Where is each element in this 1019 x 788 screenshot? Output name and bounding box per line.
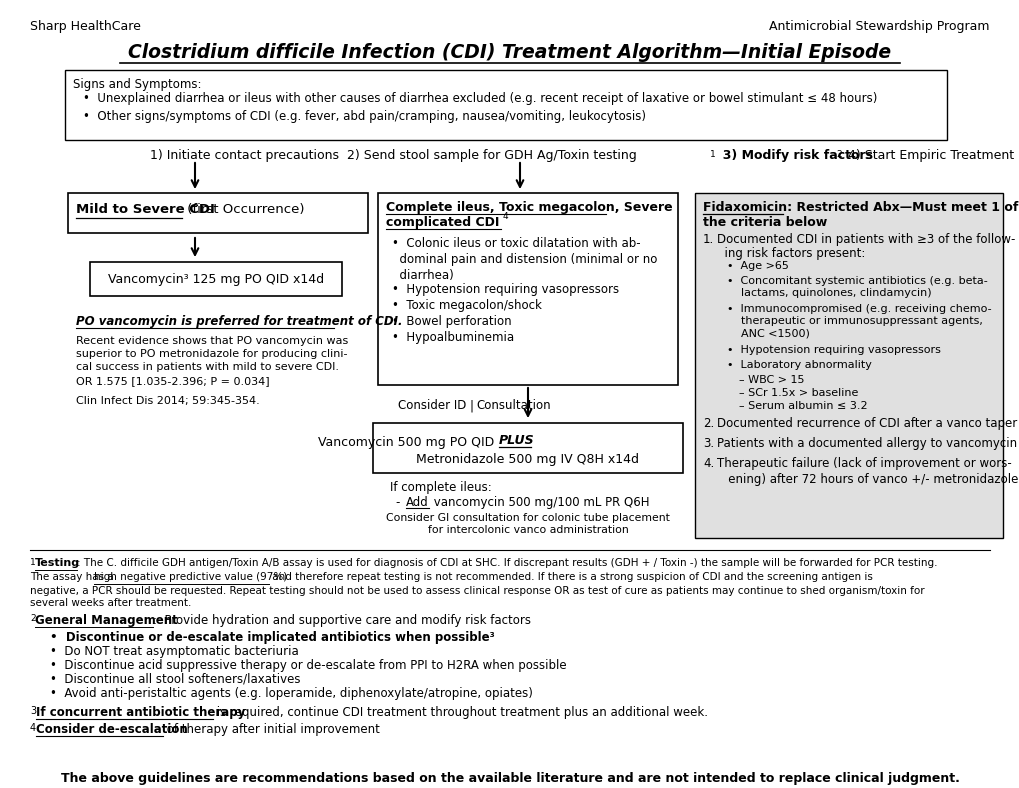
Text: negative, a PCR should be requested. Repeat testing should not be used to assess: negative, a PCR should be requested. Rep…: [30, 586, 923, 596]
Text: If concurrent antibiotic therapy: If concurrent antibiotic therapy: [36, 706, 245, 719]
Text: 1: 1: [30, 558, 36, 567]
Text: Mild to Severe CDI: Mild to Severe CDI: [76, 203, 215, 216]
Text: the criteria below: the criteria below: [702, 216, 826, 229]
Text: If complete ileus:: If complete ileus:: [389, 481, 491, 494]
Text: •  Toxic megacolon/shock: • Toxic megacolon/shock: [391, 299, 541, 312]
Text: :  Provide hydration and supportive care and modify risk factors: : Provide hydration and supportive care …: [153, 614, 531, 627]
Text: of therapy after initial improvement: of therapy after initial improvement: [163, 723, 379, 736]
Text: 2: 2: [836, 150, 841, 159]
Text: Consultation: Consultation: [476, 399, 550, 412]
Text: Consider GI consultation for colonic tube placement: Consider GI consultation for colonic tub…: [385, 513, 669, 523]
Text: Testing: Testing: [35, 558, 81, 568]
Text: Patients with a documented allergy to vancomycin: Patients with a documented allergy to va…: [716, 437, 1016, 450]
Text: 2.: 2.: [702, 417, 713, 430]
Text: – WBC > 15: – WBC > 15: [739, 375, 804, 385]
Text: – SCr 1.5x > baseline: – SCr 1.5x > baseline: [739, 388, 858, 398]
Text: General Management: General Management: [35, 614, 177, 627]
Text: •  Immunocompromised (e.g. receiving chemo-
    therapeutic or immunosuppressant: • Immunocompromised (e.g. receiving chem…: [727, 304, 990, 339]
Text: •  Discontinue or de-escalate implicated antibiotics when possible³: • Discontinue or de-escalate implicated …: [50, 631, 494, 644]
Text: ing risk factors present:: ing risk factors present:: [716, 247, 864, 260]
Text: Antimicrobial Stewardship Program: Antimicrobial Stewardship Program: [768, 20, 989, 33]
Text: •  Concomitant systemic antibiotics (e.g. beta-
    lactams, quinolones, clindam: • Concomitant systemic antibiotics (e.g.…: [727, 276, 986, 299]
Text: •  Unexplained diarrhea or ileus with other causes of diarrhea excluded (e.g. re: • Unexplained diarrhea or ileus with oth…: [83, 92, 876, 105]
Text: •  Hypotension requiring vasopressors: • Hypotension requiring vasopressors: [391, 283, 619, 296]
Text: : The C. difficile GDH antigen/Toxin A/B assay is used for diagnosis of CDI at S: : The C. difficile GDH antigen/Toxin A/B…: [76, 558, 936, 568]
Text: 4: 4: [30, 723, 36, 733]
Text: •  Other signs/symptoms of CDI (e.g. fever, abd pain/cramping, nausea/vomiting, : • Other signs/symptoms of CDI (e.g. feve…: [83, 110, 645, 123]
Text: 4) Start Empiric Treatment: 4) Start Empiric Treatment: [840, 148, 1013, 162]
Text: •  Discontinue acid suppressive therapy or de-escalate from PPI to H2RA when pos: • Discontinue acid suppressive therapy o…: [50, 659, 567, 672]
Text: is required, continue CDI treatment throughout treatment plus an additional week: is required, continue CDI treatment thro…: [213, 706, 707, 719]
Text: – Serum albumin ≤ 3.2: – Serum albumin ≤ 3.2: [739, 401, 867, 411]
Text: PLUS: PLUS: [498, 434, 534, 447]
Bar: [90, 262, 341, 296]
Text: •  Colonic ileus or toxic dilatation with ab-
  dominal pain and distension (min: • Colonic ileus or toxic dilatation with…: [391, 237, 656, 282]
Text: The above guidelines are recommendations based on the available literature and a: The above guidelines are recommendations…: [60, 772, 959, 785]
Text: several weeks after treatment.: several weeks after treatment.: [30, 598, 192, 608]
Text: •  Hypotension requiring vasopressors: • Hypotension requiring vasopressors: [727, 345, 940, 355]
Text: Consider de-escalation: Consider de-escalation: [36, 723, 187, 736]
Text: Therapeutic failure (lack of improvement or wors-
   ening) after 72 hours of va: Therapeutic failure (lack of improvement…: [716, 457, 1017, 486]
Text: (first Occurrence): (first Occurrence): [182, 203, 305, 216]
Text: •  Laboratory abnormality: • Laboratory abnormality: [727, 360, 871, 370]
Bar: [373, 423, 683, 473]
Text: Complete ileus, Toxic megacolon, Severe: Complete ileus, Toxic megacolon, Severe: [385, 201, 672, 214]
Text: Recent evidence shows that PO vancomycin was
superior to PO metronidazole for pr: Recent evidence shows that PO vancomycin…: [76, 336, 347, 385]
Text: 1: 1: [709, 150, 715, 159]
Text: 4.: 4.: [702, 457, 713, 470]
Bar: [378, 193, 678, 385]
Text: Signs and Symptoms:: Signs and Symptoms:: [73, 78, 202, 91]
Text: 3) Modify risk factors: 3) Modify risk factors: [713, 148, 872, 162]
Text: Consider ID: Consider ID: [397, 399, 466, 412]
Text: Fidaxomicin: Restricted Abx—Must meet 1 of: Fidaxomicin: Restricted Abx—Must meet 1 …: [702, 201, 1017, 214]
Text: Documented recurrence of CDI after a vanco taper: Documented recurrence of CDI after a van…: [716, 417, 1016, 430]
Text: complicated CDI: complicated CDI: [385, 216, 499, 229]
Text: Vancomycin 500 mg PO QID: Vancomycin 500 mg PO QID: [318, 436, 497, 449]
Text: The assay has a: The assay has a: [30, 572, 117, 582]
Text: |: |: [470, 399, 474, 412]
Bar: [65, 70, 946, 140]
Text: and therefore repeat testing is not recommended. If there is a strong suspicion : and therefore repeat testing is not reco…: [269, 572, 872, 582]
Text: •  Discontinue all stool softeners/laxatives: • Discontinue all stool softeners/laxati…: [50, 673, 301, 686]
Text: •  Bowel perforation: • Bowel perforation: [391, 315, 512, 328]
Text: Clostridium difficile Infection (CDI) Treatment Algorithm—Initial Episode: Clostridium difficile Infection (CDI) Tr…: [128, 43, 891, 61]
Text: 3.: 3.: [702, 437, 713, 450]
Bar: [694, 193, 1002, 538]
Text: PO vancomycin is preferred for treatment of CDI.: PO vancomycin is preferred for treatment…: [76, 315, 403, 328]
Text: -: -: [395, 496, 404, 509]
Text: Documented CDI in patients with ≥3 of the follow-: Documented CDI in patients with ≥3 of th…: [716, 233, 1014, 246]
Text: vancomycin 500 mg/100 mL PR Q6H: vancomycin 500 mg/100 mL PR Q6H: [430, 496, 649, 509]
Text: Metronidazole 500 mg IV Q8H x14d: Metronidazole 500 mg IV Q8H x14d: [416, 453, 639, 466]
Bar: [68, 193, 368, 233]
Text: Vancomycin³ 125 mg PO QID x14d: Vancomycin³ 125 mg PO QID x14d: [108, 273, 324, 285]
Text: 4: 4: [502, 212, 508, 221]
Text: high negative predictive value (97%): high negative predictive value (97%): [94, 572, 287, 582]
Text: •  Do NOT treat asymptomatic bacteriuria: • Do NOT treat asymptomatic bacteriuria: [50, 645, 299, 658]
Text: 2: 2: [30, 614, 36, 623]
Text: •  Avoid anti-peristaltic agents (e.g. loperamide, diphenoxylate/atropine, opiat: • Avoid anti-peristaltic agents (e.g. lo…: [50, 687, 532, 700]
Text: 1) Initiate contact precautions  2) Send stool sample for GDH Ag/Toxin testing: 1) Initiate contact precautions 2) Send …: [150, 148, 636, 162]
Text: •  Age >65: • Age >65: [727, 261, 788, 271]
Text: Clin Infect Dis 2014; 59:345-354.: Clin Infect Dis 2014; 59:345-354.: [76, 396, 260, 406]
Text: 3: 3: [30, 706, 36, 716]
Text: for intercolonic vanco administration: for intercolonic vanco administration: [427, 525, 628, 535]
Text: Add: Add: [406, 496, 428, 509]
Text: 1.: 1.: [702, 233, 713, 246]
Text: •  Hypoalbuminemia: • Hypoalbuminemia: [391, 331, 514, 344]
Text: Sharp HealthCare: Sharp HealthCare: [30, 20, 141, 33]
